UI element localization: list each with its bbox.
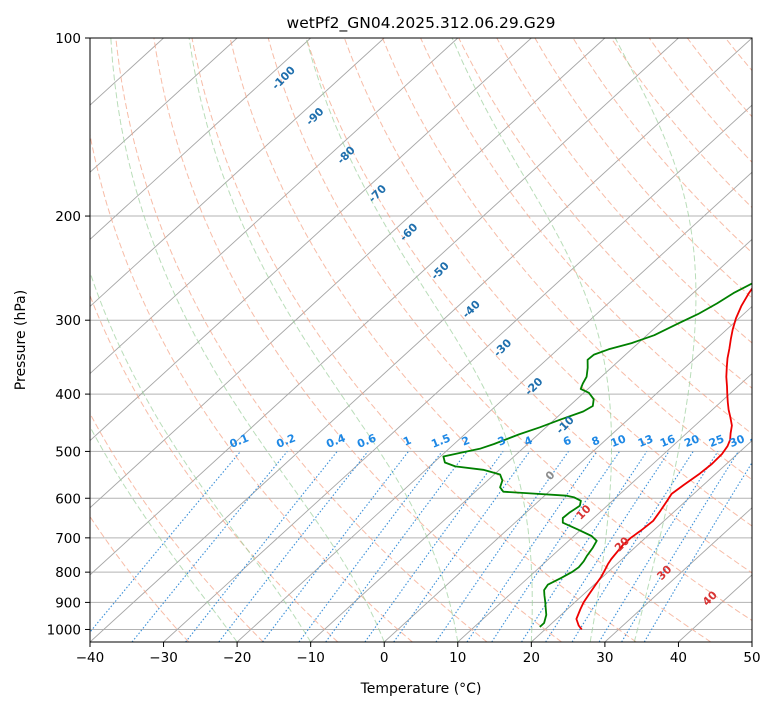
mixing-ratio-line	[262, 451, 409, 642]
isotherm-line	[90, 38, 459, 375]
moist-adiabat-line	[305, 38, 533, 642]
mixing-ratio-line	[298, 451, 443, 642]
dry-adiabat-line	[90, 515, 190, 642]
moist-adiabat-line	[188, 38, 459, 642]
y-tick-label: 600	[55, 491, 81, 507]
mixing-ratio-line	[131, 451, 288, 642]
y-tick-label: 1000	[47, 622, 81, 638]
moist-adiabat-line	[451, 38, 612, 642]
y-axis-label: Pressure (hPa)	[13, 290, 29, 390]
mixing-ratio-line	[545, 451, 670, 642]
dewpoint-trace	[442, 282, 752, 628]
dry-adiabat-line	[343, 38, 752, 527]
x-tick-label: 10	[449, 650, 466, 666]
mixing-ratio-line	[325, 451, 468, 642]
plot-area: -100-90-80-70-60-50-40-30-20-10010203040…	[90, 38, 767, 642]
moist-adiabat-line	[90, 425, 238, 642]
isotherm-line	[90, 38, 238, 173]
isobar-gridlines	[90, 38, 752, 630]
dry-adiabat-line	[229, 38, 712, 642]
mixing-ratio-label: 36	[748, 432, 767, 450]
isotherm-line	[90, 38, 679, 576]
x-tick-label: −30	[149, 650, 178, 666]
moist-adiabats	[90, 38, 697, 642]
dry-adiabat-line	[90, 294, 339, 642]
x-axis-label: Temperature (°C)	[360, 681, 482, 697]
x-tick-label: −40	[76, 650, 105, 666]
mixing-ratio-lines	[90, 451, 752, 642]
dry-adiabat-line	[572, 38, 752, 254]
dry-adiabat-line	[382, 38, 752, 481]
dry-adiabat-line	[153, 38, 562, 642]
mixing-ratio-line	[598, 451, 719, 642]
dry-adiabat-line	[191, 38, 637, 642]
mixing-ratio-label: 10	[609, 432, 628, 450]
moist-adiabat-line	[90, 270, 312, 642]
dry-adiabat-line	[458, 38, 752, 389]
plot-frame	[89, 37, 753, 643]
dry-adiabat-line	[496, 38, 752, 344]
dry-adiabat-line	[90, 132, 413, 642]
x-tick-label: 50	[743, 650, 760, 666]
dry-adiabat-line	[305, 38, 752, 574]
dry-adiabat-line	[115, 38, 488, 642]
x-tick-label: −10	[296, 650, 325, 666]
mixing-ratio-label: 25	[707, 432, 726, 450]
x-tick-label: −20	[223, 650, 252, 666]
y-tick-label: 700	[55, 531, 81, 547]
mixing-ratio-line	[393, 451, 531, 642]
mixing-ratio-line	[364, 451, 504, 642]
dry-adiabat-line	[534, 38, 752, 299]
y-tick-label: 500	[55, 444, 81, 460]
mixing-ratio-line	[435, 451, 569, 642]
x-tick-label: 30	[596, 650, 613, 666]
mixing-ratio-line	[90, 451, 241, 633]
x-tick-label: 40	[670, 650, 687, 666]
isotherm-line	[604, 507, 752, 642]
isotherm-line	[90, 38, 311, 240]
y-tick-label: 800	[55, 565, 81, 581]
mixing-ratio-label: 30	[728, 432, 747, 450]
y-tick-label: 400	[55, 387, 81, 403]
isotherm-line	[90, 38, 385, 308]
isotherm-line	[90, 38, 532, 442]
mixing-ratio-label: 3	[496, 434, 508, 449]
isotherm-line	[90, 38, 752, 642]
x-tick-label: 20	[523, 650, 540, 666]
sounding-traces	[442, 282, 752, 631]
y-tick-label: 100	[55, 31, 81, 47]
isotherm-line	[531, 440, 752, 642]
isotherm-line	[383, 305, 752, 642]
chart-title: wetPf2_GN04.2025.312.06.29.G29	[287, 14, 556, 33]
x-axis-ticks: −40 −30 −20 −10 0 10 20 30 40 50	[76, 642, 761, 666]
mixing-ratio-label: 8	[590, 434, 602, 449]
mixing-ratio-label: 1	[401, 434, 413, 449]
y-tick-label: 200	[55, 209, 81, 225]
dry-adiabat-line	[267, 38, 752, 622]
mixing-ratio-line	[521, 451, 648, 642]
y-tick-label: 900	[55, 595, 81, 611]
x-tick-label: 0	[380, 650, 389, 666]
isotherm-line	[457, 372, 752, 642]
mixing-ratio-label: 16	[658, 432, 677, 450]
mixing-ratio-label: 2	[460, 434, 472, 449]
moist-adiabat-line	[110, 38, 385, 642]
isotherm-line	[90, 38, 606, 509]
isotherm-line	[163, 104, 752, 642]
isotherm-line	[236, 171, 752, 642]
mixing-ratio-label: 20	[682, 432, 701, 450]
y-axis-ticks: 1000 900 800 700 600 500 400 300 200 100	[47, 31, 90, 638]
y-tick-label: 300	[55, 313, 81, 329]
temperature-trace	[575, 287, 752, 631]
skewed-isotherms	[90, 38, 752, 642]
mixing-ratio-label: 13	[636, 432, 655, 450]
mixing-ratio-line	[621, 451, 739, 642]
mixing-ratio-line	[571, 451, 694, 642]
